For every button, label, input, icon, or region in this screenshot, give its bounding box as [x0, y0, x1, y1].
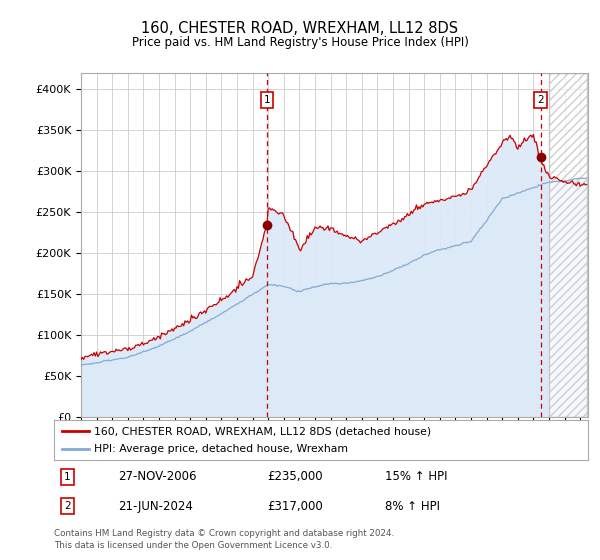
Text: 8% ↑ HPI: 8% ↑ HPI: [385, 500, 440, 513]
Text: This data is licensed under the Open Government Licence v3.0.: This data is licensed under the Open Gov…: [54, 541, 332, 550]
Text: 27-NOV-2006: 27-NOV-2006: [118, 470, 197, 483]
Text: 1: 1: [263, 95, 270, 105]
Text: 2: 2: [64, 501, 71, 511]
Text: Contains HM Land Registry data © Crown copyright and database right 2024.: Contains HM Land Registry data © Crown c…: [54, 529, 394, 538]
Text: £317,000: £317,000: [268, 500, 323, 513]
Text: £235,000: £235,000: [268, 470, 323, 483]
Text: HPI: Average price, detached house, Wrexham: HPI: Average price, detached house, Wrex…: [94, 444, 348, 454]
Text: 15% ↑ HPI: 15% ↑ HPI: [385, 470, 448, 483]
Text: 2: 2: [538, 95, 544, 105]
Text: 1: 1: [64, 472, 71, 482]
Text: 160, CHESTER ROAD, WREXHAM, LL12 8DS (detached house): 160, CHESTER ROAD, WREXHAM, LL12 8DS (de…: [94, 426, 431, 436]
Text: Price paid vs. HM Land Registry's House Price Index (HPI): Price paid vs. HM Land Registry's House …: [131, 36, 469, 49]
Text: 160, CHESTER ROAD, WREXHAM, LL12 8DS: 160, CHESTER ROAD, WREXHAM, LL12 8DS: [142, 21, 458, 36]
Text: 21-JUN-2024: 21-JUN-2024: [118, 500, 193, 513]
